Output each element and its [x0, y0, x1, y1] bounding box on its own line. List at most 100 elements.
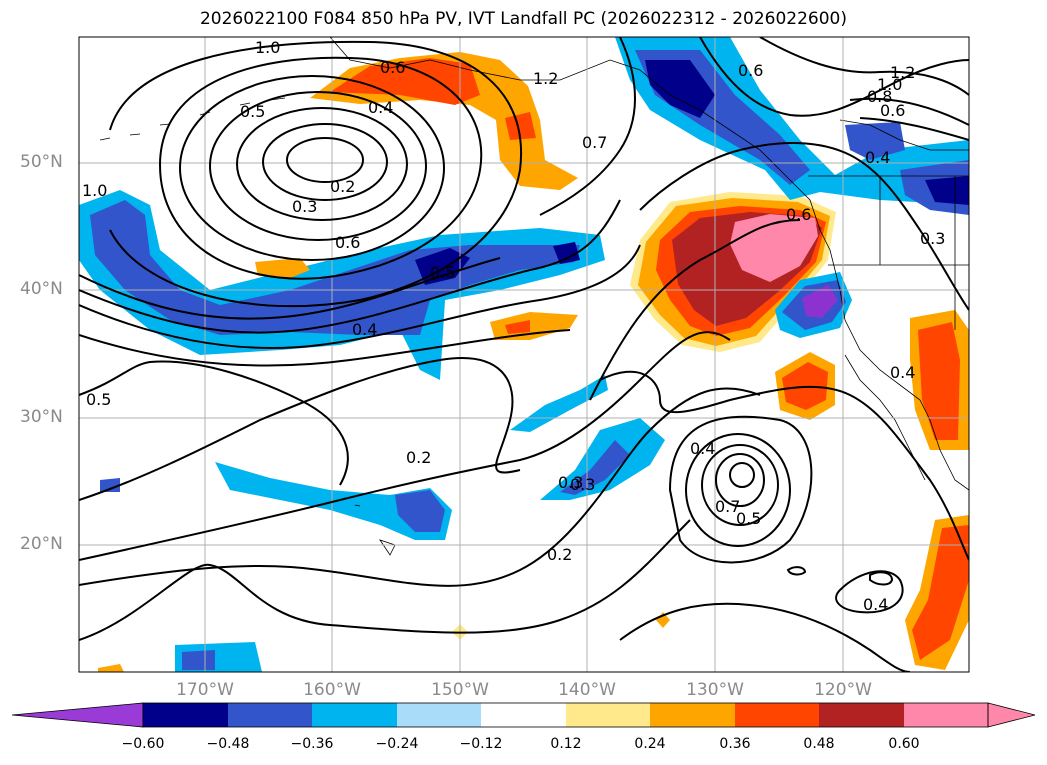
coast-alaska [329, 37, 969, 491]
contour-label: 0.3 [292, 197, 317, 216]
contour-sub-2 [79, 331, 731, 561]
contour-label: 0.4 [352, 320, 377, 339]
contour-ne-7 [589, 219, 801, 401]
colorbar-tick-label: 0.48 [803, 736, 835, 752]
colorbar-tick-label: −0.12 [459, 736, 503, 752]
shade-pos-south-r [912, 525, 969, 660]
contour-label: 1.0 [877, 75, 902, 94]
lat-label: 30°N [20, 407, 63, 427]
colorbar-frame [142, 702, 989, 728]
contour-label: 1.0 [255, 38, 280, 57]
contour-sub-4 [79, 519, 691, 641]
contour-sub-1 [79, 357, 521, 501]
colorbar-tick-label: 0.24 [634, 736, 666, 752]
contour-label: 0.6 [380, 58, 405, 77]
colorbar-tick-label: 0.36 [719, 736, 751, 752]
lat-label: 50°N [20, 152, 63, 172]
colorbar-segment [735, 703, 819, 727]
contour-south-4 [619, 602, 911, 672]
shade-gulf-alaska-red [330, 58, 480, 105]
contour-label: 0.3 [920, 229, 945, 248]
contour-label: 0.7 [715, 497, 740, 516]
plot-area: 1.0 0.6 1.2 0.6 1.2 1.0 0.8 0.6 0.5 0.4 … [79, 37, 969, 672]
contour-label: 0.6 [786, 205, 811, 224]
contour-low-4 [209, 91, 427, 241]
contour-label: 0.4 [863, 595, 888, 614]
shade-dot-3 [98, 664, 124, 672]
shade-canada-north [845, 122, 905, 160]
contour-high-3 [701, 444, 779, 526]
coastlines [99, 37, 969, 556]
lon-label: 160°W [303, 680, 361, 700]
contour-label: 0.5 [240, 102, 265, 121]
colorbar [11, 702, 1036, 728]
map-frame [78, 36, 970, 673]
contour-label: 0.6 [880, 101, 905, 120]
contour-label: 1.2 [890, 63, 915, 82]
colorbar-extend-high [987, 702, 1036, 728]
contour-low-5 [179, 75, 445, 261]
shade-orange-blob-small [505, 112, 536, 140]
colorbar-tick-label: −0.60 [121, 736, 165, 752]
colorbar-tick-label: 0.60 [888, 736, 920, 752]
shade-band-dark2 [553, 242, 580, 264]
lon-label: 120°W [814, 680, 872, 700]
contour-south-2 [869, 571, 894, 586]
colorbar-segment [397, 703, 481, 727]
shade-pos-small-1 [255, 258, 310, 278]
contour-label: 0.3 [570, 475, 595, 494]
colorbar-segment [228, 703, 312, 727]
contour-ne-2 [699, 37, 969, 117]
colorbar-segment [819, 703, 904, 727]
colorbar-tick-label: 0.12 [550, 736, 582, 752]
shade-bottom-left-mid [182, 650, 215, 670]
lon-label: 170°W [176, 680, 234, 700]
ivt-shading [79, 37, 969, 672]
shade-pos-mexico-r [918, 322, 960, 440]
gridlines [79, 37, 969, 672]
colorbar-segment [143, 703, 228, 727]
shade-oregon-purple [802, 285, 838, 318]
contour-label: 0.6 [738, 61, 763, 80]
contour-high-4 [685, 433, 791, 547]
shade-dot-left [100, 478, 120, 492]
contour-label: 0.7 [582, 133, 607, 152]
contour-label: 0.5 [430, 263, 455, 282]
shade-streak-hawaii-mid [395, 490, 445, 532]
figure-title: 2026022100 F084 850 hPa PV, IVT Landfall… [199, 9, 847, 29]
contour-jet-4 [79, 257, 501, 320]
colorbar-segment [481, 703, 566, 727]
contour-label: 0.6 [335, 233, 360, 252]
contour-high-2 [715, 453, 765, 507]
contour-label: 0.8 [867, 87, 892, 106]
colorbar-tick-label: −0.24 [375, 736, 419, 752]
contour-ne-3 [759, 37, 969, 96]
contour-label: 0.4 [690, 439, 715, 458]
shade-canada-east-dark [925, 176, 969, 205]
contour-low-6 [158, 56, 483, 280]
contour-ne-4 [849, 97, 969, 126]
contour-ne-8 [599, 370, 969, 561]
lat-label: 40°N [20, 279, 63, 299]
pv-contours [79, 37, 969, 672]
contour-low-7 [109, 40, 523, 308]
lon-label: 150°W [431, 680, 489, 700]
shade-pos-small-2r [505, 320, 530, 334]
contour-label: 0.2 [330, 177, 355, 196]
contour-label: 0.4 [368, 98, 393, 117]
contour-label: 0.4 [890, 363, 915, 382]
contour-ne-5 [859, 117, 969, 141]
contour-ne-1 [539, 37, 636, 216]
contour-labels: 1.0 0.6 1.2 0.6 1.2 1.0 0.8 0.6 0.5 0.4 … [82, 38, 945, 614]
border-states [828, 176, 969, 330]
contour-jet-2 [79, 244, 641, 350]
contour-high-1 [729, 462, 755, 488]
contour-label: 0.5 [86, 390, 111, 409]
shade-streak-east-mid [560, 440, 630, 495]
contour-low-2 [262, 123, 388, 201]
contour-low-3 [236, 107, 408, 221]
contour-label: 0.3 [558, 473, 583, 492]
contour-jet-1 [79, 199, 621, 334]
contour-high-5 [668, 415, 813, 564]
